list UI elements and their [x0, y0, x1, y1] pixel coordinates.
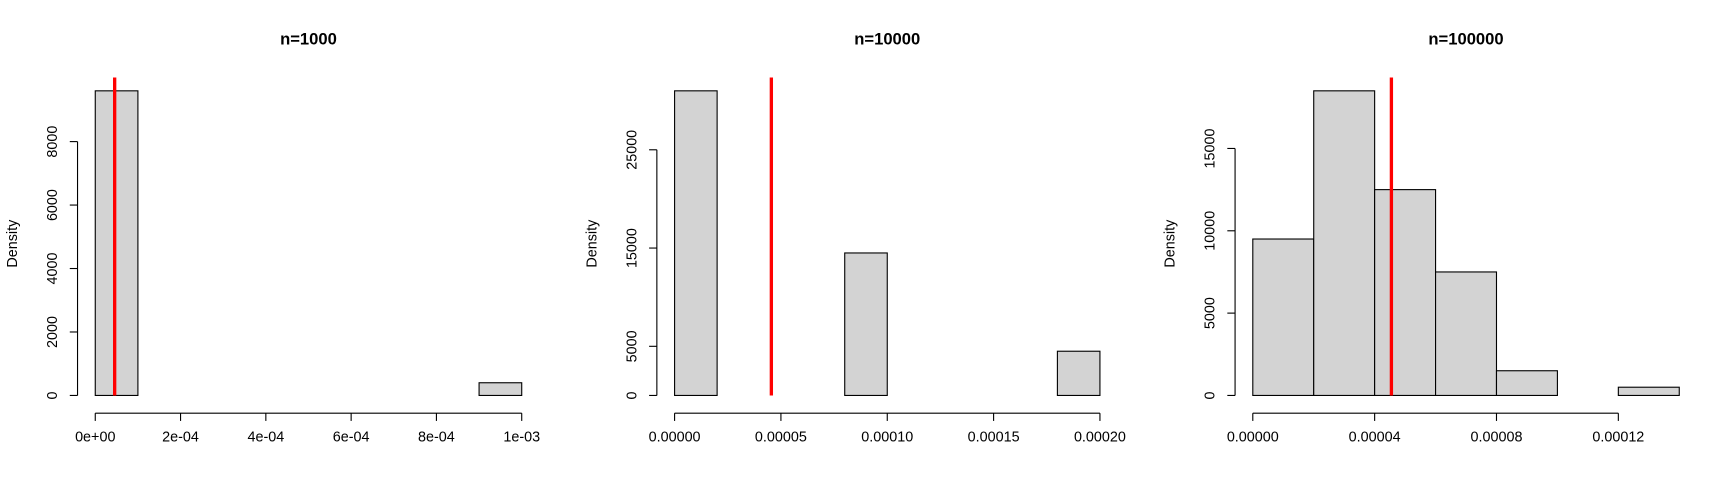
bar — [94, 90, 139, 396]
bar — [1056, 350, 1101, 396]
bar — [1252, 238, 1315, 396]
y-tick-label: 2000 — [45, 316, 61, 348]
bar — [478, 382, 523, 396]
chart-title: n=10000 — [854, 29, 920, 48]
x-tick-label: 0.00008 — [1471, 429, 1523, 445]
y-tick-label: 4000 — [45, 253, 61, 285]
bar — [1617, 386, 1680, 396]
y-tick-label: 8000 — [45, 126, 61, 158]
y-tick-label: 5000 — [1203, 297, 1219, 329]
x-tick-label: 1e-03 — [503, 429, 540, 445]
y-tick-label: 0 — [45, 391, 61, 399]
x-tick-label: 0.00010 — [861, 429, 913, 445]
chart-title: n=1000 — [280, 29, 337, 48]
bar — [844, 252, 888, 396]
x-tick-label: 0.00015 — [968, 429, 1020, 445]
x-tick-label: 0.00012 — [1592, 429, 1644, 445]
x-tick-label: 0.00004 — [1349, 429, 1401, 445]
y-tick-label: 5000 — [624, 330, 640, 362]
x-tick-label: 8e-04 — [418, 429, 455, 445]
y-tick-label: 25000 — [624, 130, 640, 170]
x-tick-label: 0.00005 — [755, 429, 807, 445]
y-axis-label: Density — [1163, 219, 1179, 268]
x-tick-label: 0.00000 — [649, 429, 701, 445]
x-tick-label: 2e-04 — [162, 429, 199, 445]
bar — [1374, 189, 1437, 396]
y-tick-label: 0 — [1203, 391, 1219, 399]
bar — [674, 90, 718, 396]
y-tick-label: 15000 — [1203, 128, 1219, 168]
bar — [1435, 271, 1498, 396]
bar — [1313, 90, 1376, 396]
chart-title: n=100000 — [1428, 29, 1503, 48]
y-tick-label: 15000 — [624, 228, 640, 268]
x-tick-label: 6e-04 — [333, 429, 370, 445]
y-axis-label: Density — [584, 219, 600, 268]
y-tick-label: 6000 — [45, 189, 61, 221]
x-tick-label: 0.00020 — [1074, 429, 1126, 445]
x-tick-label: 4e-04 — [247, 429, 284, 445]
y-tick-label: 10000 — [1203, 211, 1219, 251]
y-tick-label: 0 — [624, 391, 640, 399]
y-axis-label: Density — [5, 219, 21, 268]
x-tick-label: 0.00000 — [1227, 429, 1279, 445]
x-tick-label: 0e+00 — [75, 429, 115, 445]
panels: n=1000 Density 0 2000 4000 6000 8000 0e+00 2e-04… — [5, 29, 1680, 445]
bar — [1495, 370, 1558, 396]
